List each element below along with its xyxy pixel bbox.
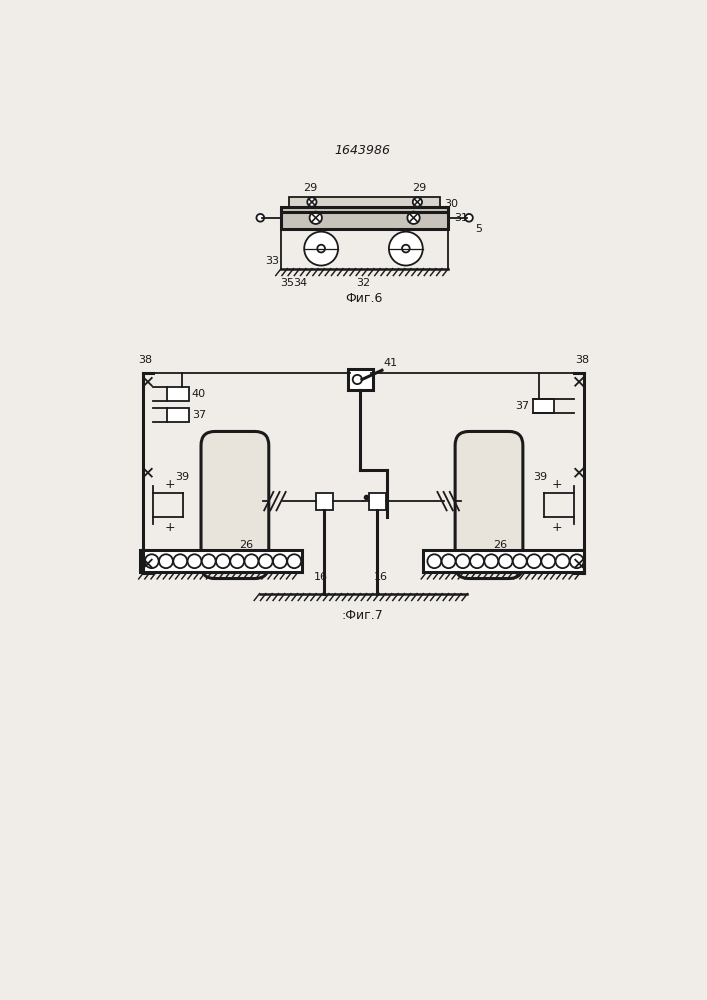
Text: 16: 16 [374, 572, 388, 582]
Text: 33: 33 [265, 256, 279, 266]
Bar [288, 197, 440, 207]
Bar [167, 387, 189, 401]
Text: 26: 26 [239, 540, 253, 550]
Bar [369, 493, 386, 510]
Circle shape [245, 554, 258, 568]
Circle shape [145, 554, 158, 568]
Bar [140, 550, 302, 572]
Text: 37: 37 [515, 401, 530, 411]
Circle shape [273, 554, 287, 568]
Text: 37: 37 [192, 410, 206, 420]
Text: 1643986: 1643986 [334, 144, 390, 157]
Circle shape [428, 554, 441, 568]
Circle shape [465, 214, 473, 222]
Bar [423, 550, 585, 572]
Bar [167, 408, 189, 422]
Text: 26: 26 [493, 540, 507, 550]
Text: 38: 38 [575, 355, 589, 365]
Circle shape [513, 554, 527, 568]
Circle shape [527, 554, 541, 568]
Text: :Фиг.7: :Фиг.7 [341, 609, 382, 622]
Circle shape [353, 375, 362, 384]
Circle shape [216, 554, 230, 568]
Text: 16: 16 [313, 572, 327, 582]
Circle shape [310, 212, 322, 224]
Circle shape [308, 197, 317, 207]
Text: 41: 41 [383, 358, 397, 368]
Circle shape [259, 554, 273, 568]
Circle shape [570, 554, 584, 568]
Circle shape [187, 554, 201, 568]
FancyBboxPatch shape [455, 431, 523, 579]
Circle shape [498, 554, 513, 568]
FancyBboxPatch shape [201, 431, 269, 579]
Text: 31: 31 [455, 213, 468, 223]
Circle shape [389, 232, 423, 266]
Circle shape [484, 554, 498, 568]
Circle shape [402, 245, 409, 252]
Text: +: + [165, 521, 175, 534]
Text: 32: 32 [356, 278, 370, 288]
Circle shape [413, 197, 422, 207]
Circle shape [304, 232, 338, 266]
Circle shape [287, 554, 301, 568]
Circle shape [456, 554, 469, 568]
Circle shape [159, 554, 173, 568]
Text: +: + [551, 521, 562, 534]
Circle shape [442, 554, 455, 568]
Bar [348, 369, 373, 389]
Circle shape [470, 554, 484, 568]
Text: +: + [165, 478, 175, 491]
Text: +: + [551, 478, 562, 491]
Circle shape [201, 554, 216, 568]
Text: 39: 39 [534, 472, 548, 482]
Text: 35: 35 [280, 278, 294, 288]
Text: 29: 29 [303, 183, 317, 193]
Bar [281, 207, 448, 229]
Text: 34: 34 [293, 278, 308, 288]
Text: 38: 38 [138, 355, 152, 365]
Text: 30: 30 [444, 199, 458, 209]
Bar [316, 493, 333, 510]
Circle shape [317, 245, 325, 252]
Text: 5: 5 [475, 224, 482, 234]
Bar [533, 399, 554, 413]
Circle shape [556, 554, 569, 568]
Circle shape [407, 212, 420, 224]
Text: 40: 40 [192, 389, 206, 399]
Circle shape [230, 554, 244, 568]
Circle shape [257, 214, 264, 222]
Text: Фиг.6: Фиг.6 [345, 292, 382, 305]
Text: 29: 29 [411, 183, 426, 193]
Circle shape [542, 554, 555, 568]
Text: 39: 39 [175, 472, 189, 482]
Circle shape [173, 554, 187, 568]
